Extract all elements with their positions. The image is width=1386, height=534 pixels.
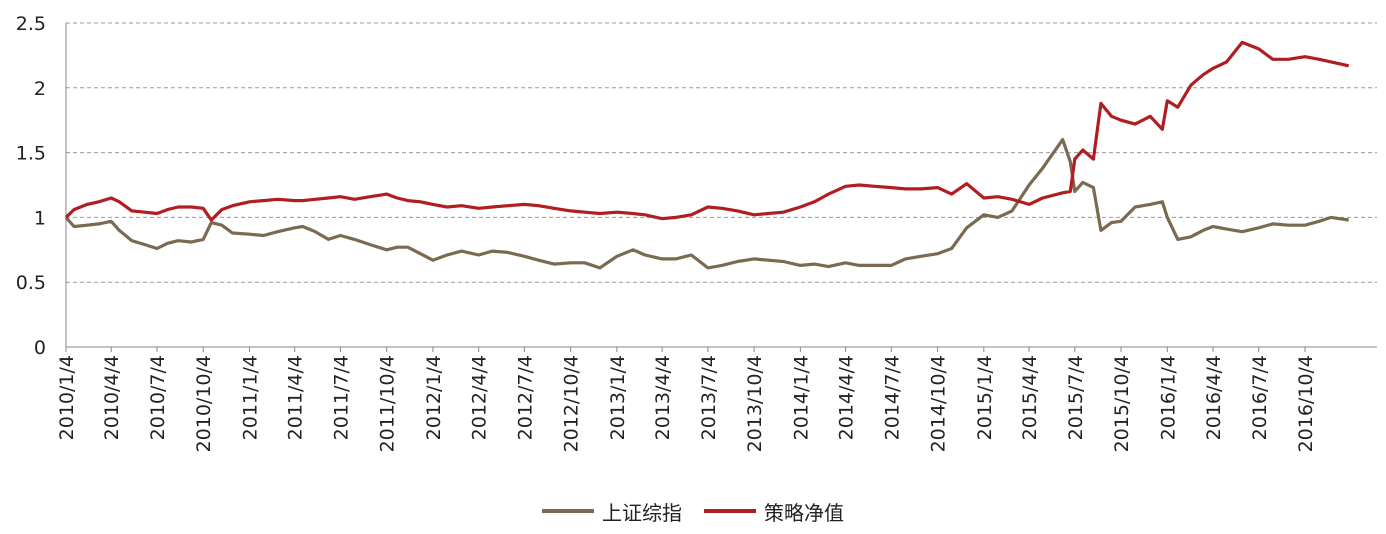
y-tick-label-0: 0 — [34, 337, 46, 359]
x-tick-label-12: 2013/1/4 — [607, 355, 629, 440]
x-tick-label-16: 2014/1/4 — [790, 355, 812, 440]
axes — [65, 23, 1377, 352]
x-tick-label-21: 2015/4/4 — [1019, 355, 1041, 440]
x-tick-label-24: 2016/1/4 — [1157, 355, 1179, 440]
x-tick-label-1: 2010/4/4 — [101, 355, 123, 440]
legend: 上证综指 策略净值 — [0, 496, 1386, 526]
x-tick-label-3: 2010/10/4 — [193, 355, 215, 452]
x-tick-label-14: 2013/7/4 — [698, 355, 720, 440]
x-tick-label-27: 2016/10/4 — [1295, 355, 1317, 452]
legend-item-series-1: 策略净值 — [704, 497, 844, 526]
x-tick-label-17: 2014/4/4 — [836, 355, 858, 440]
x-tick-label-11: 2012/10/4 — [561, 355, 583, 452]
y-axis-labels: 0 0.5 1 1.5 2 2.5 — [16, 13, 46, 359]
x-tick-label-26: 2016/7/4 — [1249, 355, 1271, 440]
y-tick-label-3: 1.5 — [16, 143, 46, 165]
series-line-0 — [64, 138, 1349, 270]
x-tick-label-10: 2012/7/4 — [514, 355, 536, 440]
x-tick-label-5: 2011/4/4 — [285, 355, 307, 440]
x-tick-label-18: 2014/7/4 — [881, 355, 903, 440]
y-tick-label-4: 2 — [34, 78, 46, 100]
x-tick-label-2: 2010/7/4 — [147, 355, 169, 440]
x-tick-label-13: 2013/4/4 — [652, 355, 674, 440]
x-tick-label-22: 2015/7/4 — [1065, 355, 1087, 440]
x-tick-label-0: 2010/1/4 — [56, 355, 78, 440]
x-tick-label-4: 2011/1/4 — [239, 355, 261, 440]
x-tick-label-9: 2012/4/4 — [469, 355, 491, 440]
grid-lines — [66, 22, 1377, 283]
legend-swatch-series-0 — [542, 509, 594, 513]
x-tick-label-6: 2011/7/4 — [330, 355, 352, 440]
legend-label-series-1: 策略净值 — [764, 500, 844, 525]
legend-item-series-0: 上证综指 — [542, 497, 682, 526]
x-tick-label-25: 2016/4/4 — [1203, 355, 1225, 440]
x-tick-label-23: 2015/10/4 — [1111, 355, 1133, 452]
y-tick-label-1: 0.5 — [16, 272, 46, 294]
series-line-1 — [64, 40, 1350, 222]
x-tick-label-7: 2011/10/4 — [377, 355, 399, 452]
x-tick-label-19: 2014/10/4 — [928, 355, 950, 452]
x-tick-label-15: 2013/10/4 — [744, 355, 766, 452]
legend-swatch-series-1 — [704, 509, 756, 513]
y-tick-label-2: 1 — [34, 207, 46, 229]
x-tick-label-8: 2012/1/4 — [423, 355, 445, 440]
series-lines — [64, 40, 1350, 270]
y-tick-label-5: 2.5 — [16, 13, 46, 35]
x-axis-labels: 2010/1/4 2010/4/4 2010/7/4 2010/10/4 2011/1/… — [56, 355, 1317, 452]
legend-label-series-0: 上证综指 — [602, 500, 682, 525]
x-tick-label-20: 2015/1/4 — [974, 355, 996, 440]
